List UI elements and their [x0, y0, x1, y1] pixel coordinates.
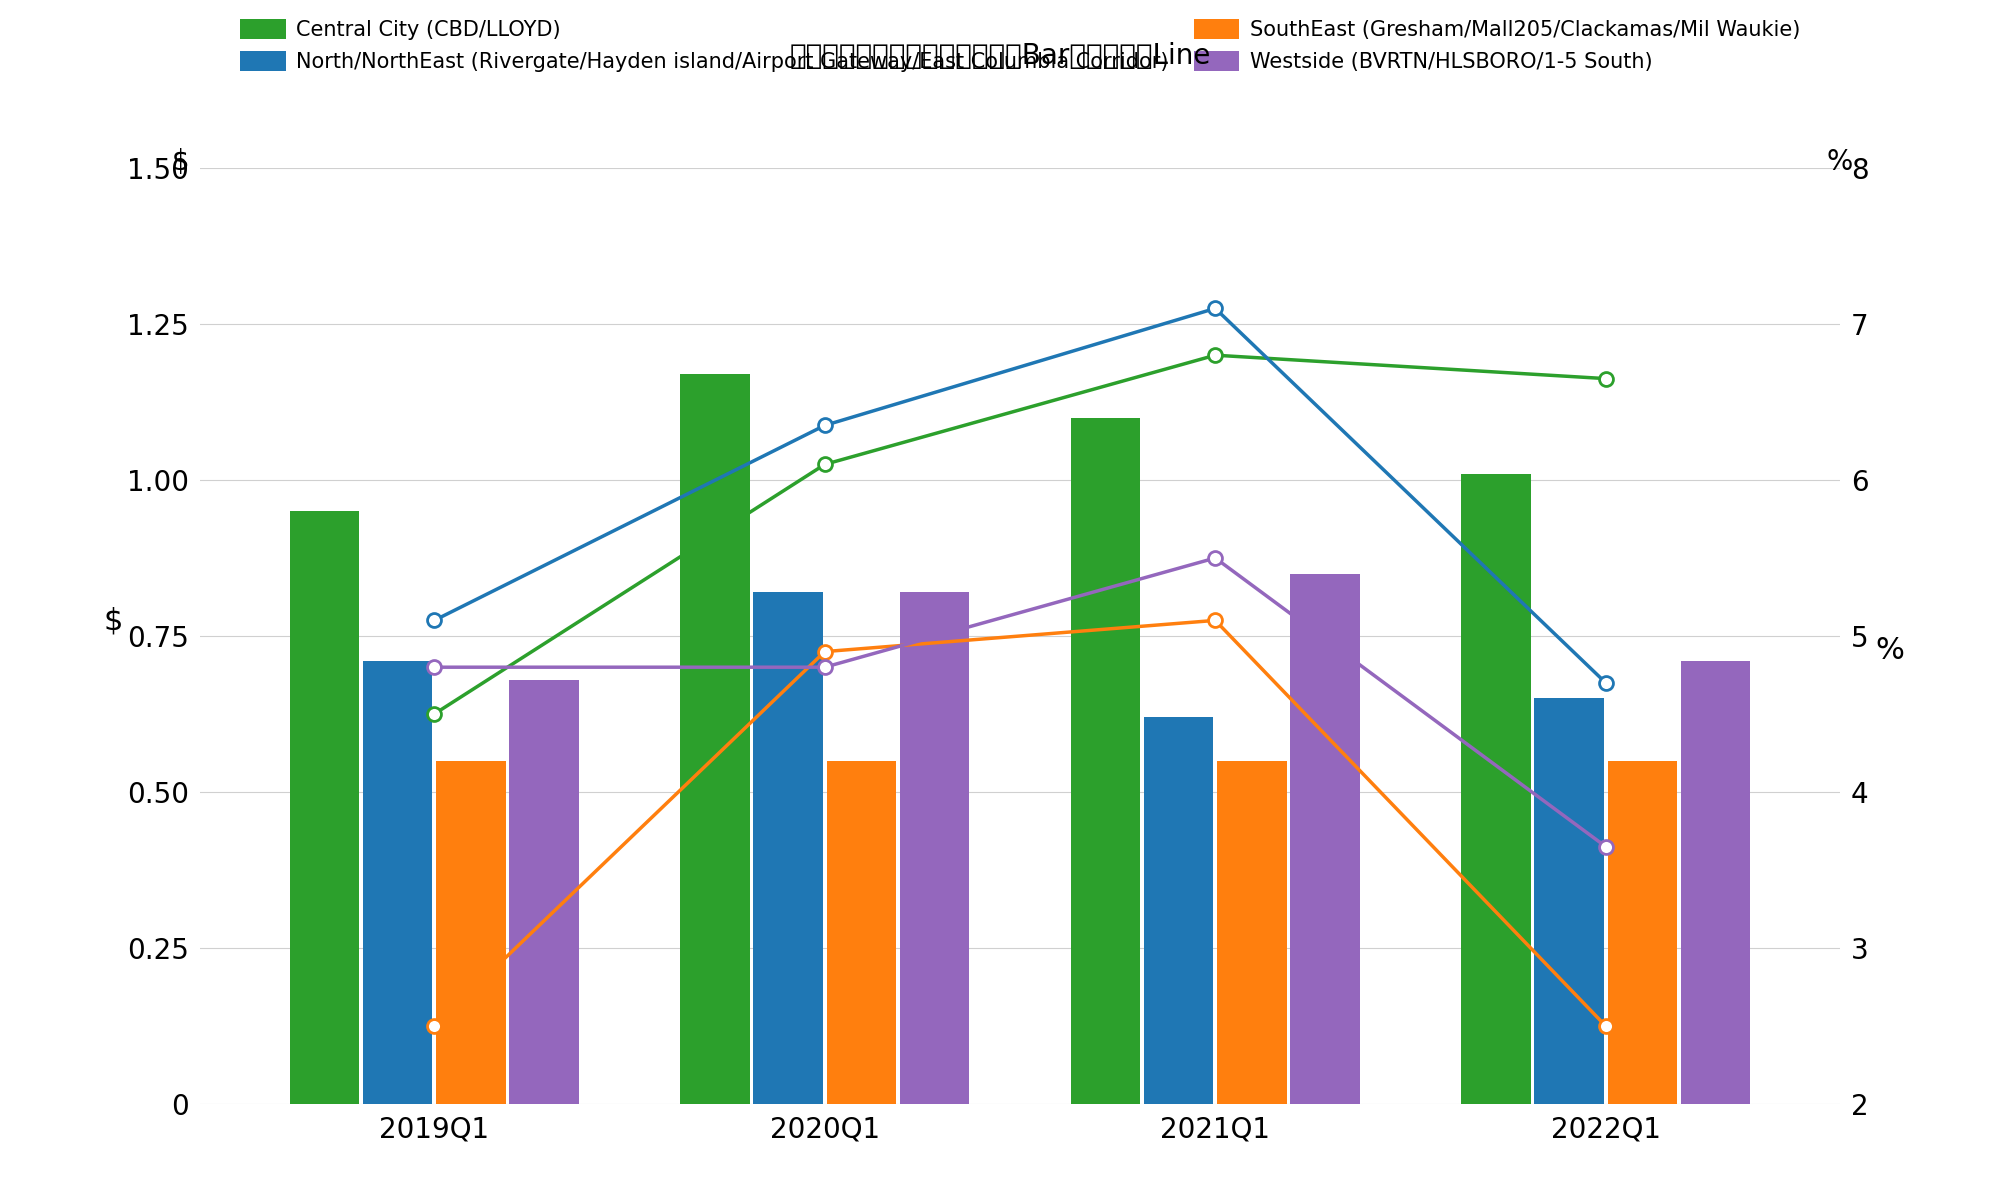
Bar [826, 761, 896, 1104]
Bar [1144, 718, 1214, 1104]
Bar [290, 511, 360, 1104]
Bar [1534, 698, 1604, 1104]
Bar [754, 593, 822, 1104]
Bar [1070, 418, 1140, 1104]
Legend: Central City (CBD/LLOYD), North/NorthEast (Rivergate/Hayden island/Airport Gatew: Central City (CBD/LLOYD), North/NorthEas… [240, 19, 1800, 72]
Text: $: $ [172, 148, 188, 176]
Bar [1218, 761, 1286, 1104]
Bar [680, 374, 750, 1104]
Text: %: % [1826, 148, 1854, 176]
Bar [1680, 661, 1750, 1104]
Y-axis label: $: $ [104, 607, 122, 636]
Bar [1290, 574, 1360, 1104]
Bar [1462, 474, 1530, 1104]
Bar [1608, 761, 1678, 1104]
Bar [436, 761, 506, 1104]
Bar [510, 679, 578, 1104]
Bar [362, 661, 432, 1104]
Text: 募集賃料（トリプルネット）：Bar　空室率：Line: 募集賃料（トリプルネット）：Bar 空室率：Line [790, 42, 1210, 70]
Bar [900, 593, 970, 1104]
Y-axis label: %: % [1876, 636, 1904, 665]
